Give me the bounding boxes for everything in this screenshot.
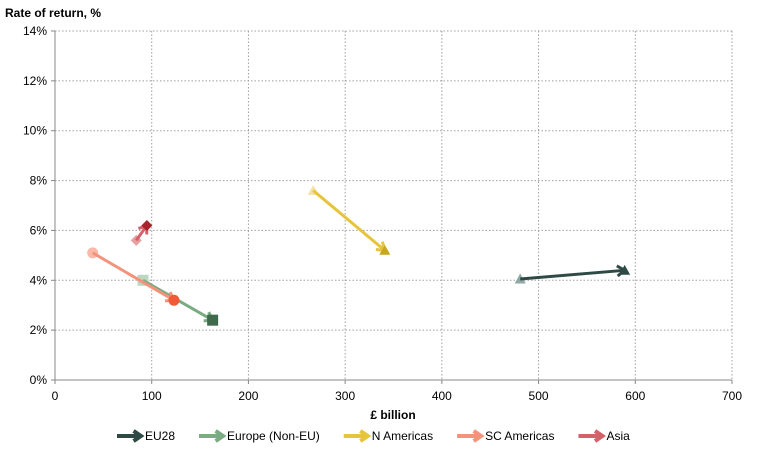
x-tick-label: 0 (52, 389, 59, 403)
y-tick-label: 8% (30, 174, 48, 188)
x-tick-label: 700 (722, 389, 742, 403)
legend-arrow-head (132, 429, 145, 443)
end-point (379, 244, 391, 255)
y-tick-label: 10% (23, 124, 47, 138)
legend-arrow-head (359, 429, 372, 443)
end-point (168, 294, 180, 306)
legend-arrow-head (214, 429, 227, 443)
series-layer (87, 185, 631, 326)
y-tick-label: 6% (30, 223, 48, 237)
legend-item: Asia (578, 429, 630, 443)
legend-item: Europe (Non-EU) (199, 429, 320, 443)
y-tick-label: 2% (30, 323, 48, 337)
legend-item: EU28 (117, 429, 175, 443)
legend-label: SC Americas (485, 429, 554, 443)
y-tick-label: 14% (23, 24, 47, 38)
axes (51, 30, 733, 384)
y-tick-label: 12% (23, 74, 47, 88)
legend-label: N Americas (372, 429, 433, 443)
legend-arrow-head (472, 429, 485, 443)
legend: EU28 Europe (Non-EU) N Americas SC Americas… (117, 429, 630, 443)
tick-labels: 0% 2% 4% 6% 8% 10% 12% 14% 0 100 200 300 400 500 600 70… (23, 24, 742, 403)
legend-arrow-head (593, 429, 606, 443)
x-tick-label: 300 (335, 389, 355, 403)
gridlines (55, 30, 733, 380)
x-tick-label: 600 (625, 389, 645, 403)
trend-arrow-line (520, 268, 625, 281)
trend-arrow-line (91, 251, 175, 302)
end-point (619, 264, 631, 275)
x-axis-title: £ billion (370, 408, 415, 422)
series-n-americas (307, 185, 391, 255)
trend-arrow-line (312, 189, 386, 252)
legend-label: Europe (Non-EU) (227, 429, 320, 443)
legend-label: EU28 (145, 429, 175, 443)
x-tick-label: 200 (238, 389, 258, 403)
x-tick-label: 100 (142, 389, 162, 403)
end-point (141, 219, 153, 231)
series-asia (130, 219, 153, 246)
x-tick-label: 500 (529, 389, 549, 403)
legend-label: Asia (606, 429, 630, 443)
y-tick-label: 0% (30, 373, 48, 387)
y-axis-title: Rate of return, % (5, 6, 101, 20)
legend-item: SC Americas (457, 429, 554, 443)
end-point (207, 314, 219, 326)
y-tick-label: 4% (30, 273, 48, 287)
series-sc-americas (87, 247, 180, 306)
series-eu28 (514, 264, 631, 284)
legend-item: N Americas (343, 429, 433, 443)
x-tick-label: 400 (432, 389, 452, 403)
